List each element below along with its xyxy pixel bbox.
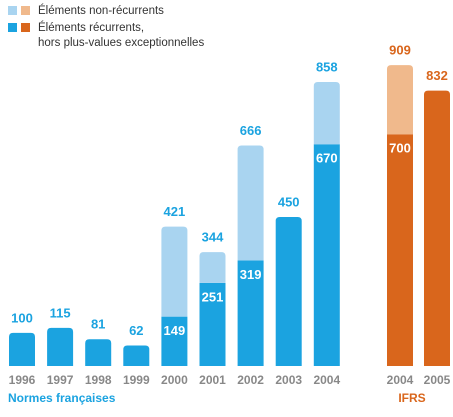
x-tick-label: 1999 [123, 373, 150, 387]
bar-segment [424, 90, 450, 366]
group-label: Normes françaises [8, 391, 116, 405]
bar-segment [387, 134, 413, 366]
total-label: 858 [316, 59, 338, 74]
x-tick-label: 2001 [199, 373, 226, 387]
bar-segment [161, 316, 188, 366]
x-tick-label: 2002 [237, 373, 264, 387]
total-label: 832 [426, 68, 448, 83]
bar-segment [313, 82, 340, 145]
total-label: 450 [278, 194, 300, 209]
total-label: 62 [129, 323, 143, 338]
value-label: 251 [202, 289, 224, 304]
x-tick-label: 2003 [275, 373, 302, 387]
value-label: 319 [240, 267, 262, 282]
total-label: 344 [202, 230, 224, 245]
legend-label: Éléments récurrents, hors plus-values ex… [38, 22, 205, 49]
bar-segment [47, 327, 74, 366]
value-label: 700 [389, 141, 411, 156]
legend-swatch [8, 23, 17, 32]
bar-segment [313, 144, 340, 366]
value-label: 670 [316, 151, 338, 166]
bar-segment [9, 332, 35, 366]
total-label: 100 [11, 310, 33, 325]
x-tick-label: 2000 [161, 373, 188, 387]
bar-segment [199, 252, 226, 283]
bar-segment [275, 217, 302, 366]
x-tick-label: 1997 [47, 373, 74, 387]
bar-segment [85, 339, 112, 366]
bar-segment [387, 65, 413, 135]
total-label: 115 [50, 305, 71, 320]
x-tick-label: 2004 [313, 373, 340, 387]
x-tick-label: 2004 [387, 373, 414, 387]
legend-swatch [8, 6, 17, 15]
total-label: 421 [164, 204, 186, 219]
value-label: 149 [164, 323, 186, 338]
legend-label: Éléments non-récurrents [38, 5, 164, 17]
bar-segment [237, 145, 264, 261]
legend-row: Éléments non-récurrents [8, 4, 164, 19]
total-label: 81 [91, 317, 105, 332]
bar-segment [237, 260, 264, 366]
x-tick-label: 2005 [424, 373, 451, 387]
total-label: 909 [389, 43, 411, 58]
group-label: IFRS [398, 391, 425, 405]
legend-swatch [21, 23, 30, 32]
x-tick-label: 1998 [85, 373, 112, 387]
total-label: 666 [240, 123, 262, 138]
legend-row: Éléments récurrents, hors plus-values ex… [8, 21, 204, 51]
bar-segment [161, 226, 188, 317]
bar-segment [123, 345, 150, 366]
x-tick-label: 1996 [9, 373, 36, 387]
legend-swatch [21, 6, 30, 15]
bar-segment [199, 282, 226, 366]
